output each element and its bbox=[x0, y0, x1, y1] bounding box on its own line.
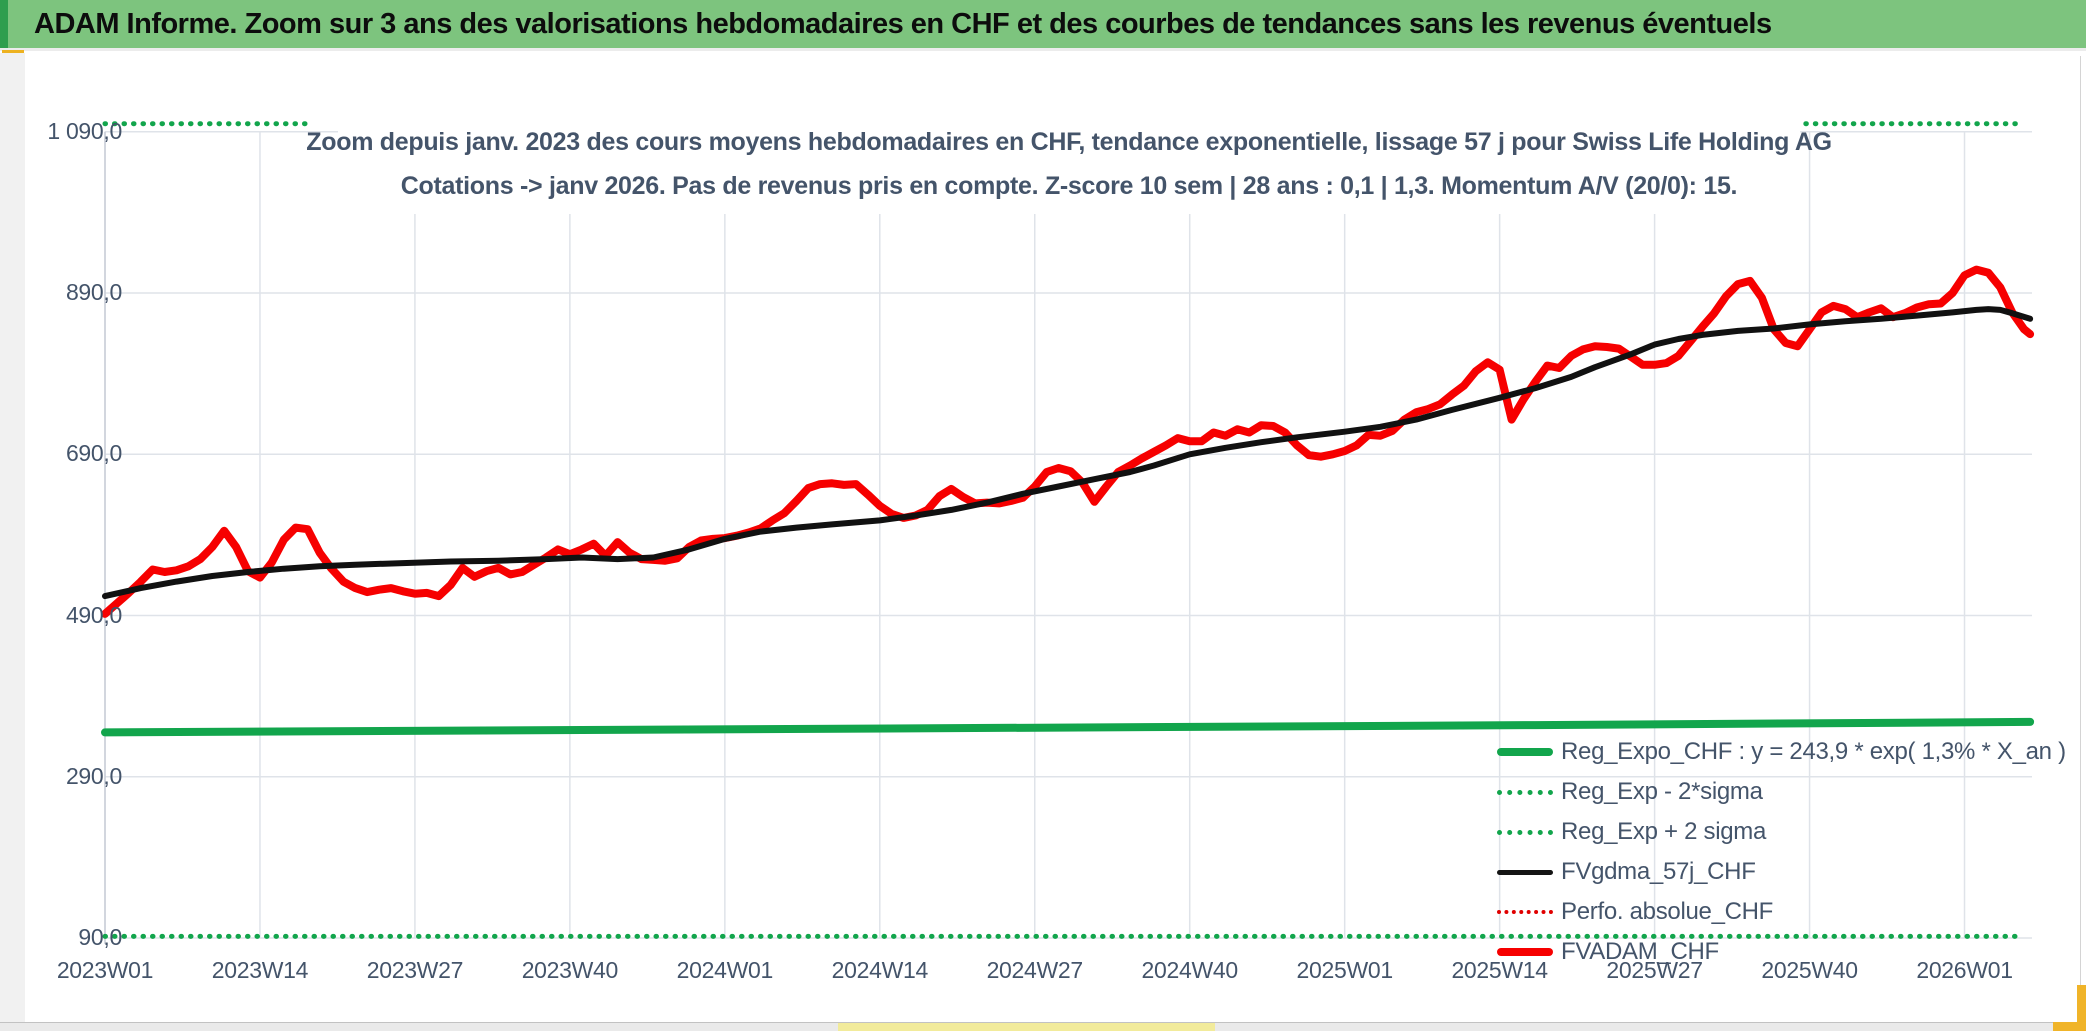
selection-corner-horizontal bbox=[2053, 1022, 2086, 1031]
x-tick-label: 2025W27 bbox=[1606, 957, 1703, 983]
x-tick-label: 2023W27 bbox=[366, 957, 464, 983]
x-tick-label: 2023W01 bbox=[56, 957, 154, 983]
legend-item[interactable]: FVADAM_CHF bbox=[1497, 932, 2066, 972]
legend-dotted-line-icon bbox=[1497, 910, 1553, 914]
x-tick-label: 2026W01 bbox=[1916, 957, 2013, 983]
plot-svg bbox=[101, 121, 2035, 944]
x-tick-label: 2023W14 bbox=[211, 957, 309, 983]
legend-item[interactable]: Perfo. absolue_CHF bbox=[1497, 892, 2066, 932]
legend-label: FVADAM_CHF bbox=[1561, 938, 1719, 965]
legend-label: Reg_Exp - 2*sigma bbox=[1561, 778, 1763, 805]
chart-title-line1: Zoom depuis janv. 2023 des cours moyens … bbox=[306, 128, 1832, 156]
y-tick-label: 1 090,0 bbox=[47, 117, 122, 144]
x-tick-label: 2023W40 bbox=[521, 957, 619, 983]
banner-left-edge bbox=[0, 0, 8, 48]
legend-label: FVgdma_57j_CHF bbox=[1561, 858, 1756, 885]
legend-label: Perfo. absolue_CHF bbox=[1561, 898, 1774, 925]
chart-right-border bbox=[2080, 56, 2081, 1022]
series-fvgdma-57j-chf[interactable] bbox=[102, 306, 2034, 600]
series-fvadam-chf[interactable] bbox=[101, 265, 2035, 618]
x-tick-label: 2024W01 bbox=[676, 957, 774, 983]
x-tick-label: 2025W01 bbox=[1296, 957, 1393, 983]
x-tick-label: 2025W14 bbox=[1451, 957, 1548, 983]
selection-corner-vertical bbox=[2077, 985, 2086, 1031]
bottom-yellow-cells bbox=[838, 1023, 1215, 1031]
x-tick-label: 2024W27 bbox=[986, 957, 1084, 983]
chart-legend[interactable]: Reg_Expo_CHF : y = 243,9 * exp( 1,3% * X… bbox=[1497, 732, 2066, 972]
chart-area[interactable]: Zoom depuis janv. 2023 des cours moyens … bbox=[25, 56, 2080, 1022]
legend-item[interactable]: FVgdma_57j_CHF bbox=[1497, 852, 2066, 892]
banner-title: ADAM Informe. Zoom sur 3 ans des valoris… bbox=[34, 7, 1772, 40]
legend-item[interactable]: Reg_Exp + 2 sigma bbox=[1497, 812, 2066, 852]
legend-dotted-line-icon bbox=[1497, 789, 1553, 795]
y-tick-label: 490,0 bbox=[65, 601, 122, 628]
y-tick-label: 690,0 bbox=[65, 440, 122, 467]
chart-title-line2: Cotations -> janv 2026. Pas de revenus p… bbox=[400, 172, 1738, 200]
legend-solid-line-icon bbox=[1497, 748, 1553, 756]
legend-item[interactable]: Reg_Exp - 2*sigma bbox=[1497, 772, 2066, 812]
x-tick-label: 2024W14 bbox=[831, 957, 929, 983]
legend-label: Reg_Exp + 2 sigma bbox=[1561, 818, 1767, 845]
legend-label: Reg_Expo_CHF : y = 243,9 * exp( 1,3% * X… bbox=[1561, 738, 2066, 765]
x-tick-label: 2025W40 bbox=[1761, 957, 1858, 983]
legend-dotted-line-icon bbox=[1497, 829, 1553, 835]
series-reg-expo-chf[interactable] bbox=[101, 717, 2035, 737]
x-tick-label: 2024W40 bbox=[1141, 957, 1239, 983]
y-tick-label: 290,0 bbox=[65, 762, 122, 789]
left-margin-strip bbox=[0, 53, 25, 1031]
legend-solid-line-icon bbox=[1497, 948, 1553, 956]
y-tick-label: 90,0 bbox=[78, 924, 122, 950]
banner: ADAM Informe. Zoom sur 3 ans des valoris… bbox=[0, 0, 2086, 48]
legend-solid-line-icon bbox=[1497, 869, 1553, 875]
legend-item[interactable]: Reg_Expo_CHF : y = 243,9 * exp( 1,3% * X… bbox=[1497, 732, 2066, 772]
banner-underline bbox=[0, 48, 2086, 51]
chart-title[interactable]: Zoom depuis janv. 2023 des cours moyens … bbox=[306, 116, 1832, 214]
y-tick-label: 890,0 bbox=[65, 279, 122, 305]
